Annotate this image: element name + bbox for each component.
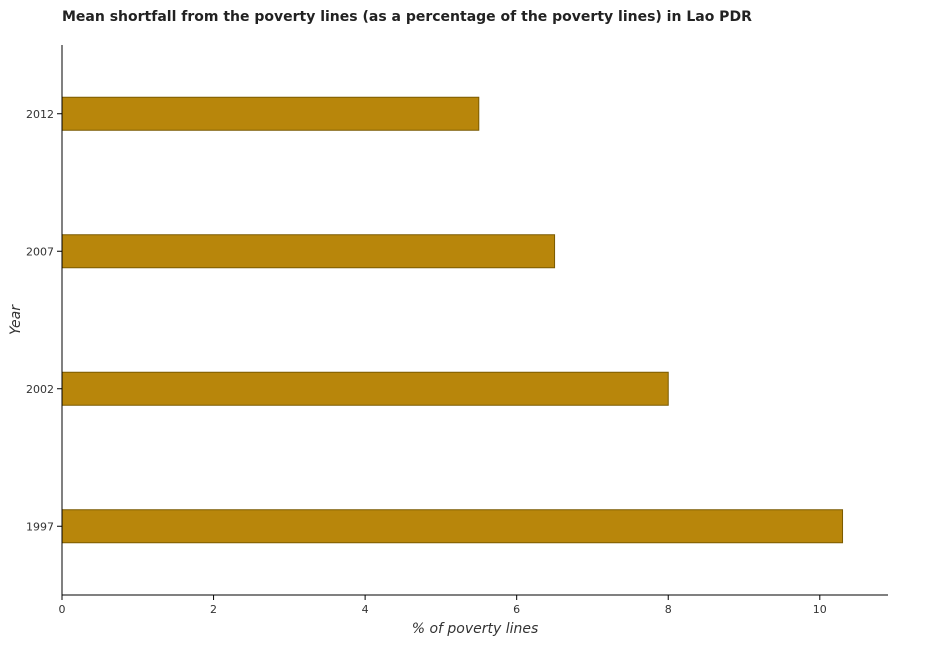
bar-2007 (61, 234, 556, 269)
y-tick-label-2007: 2007 (26, 245, 54, 258)
bar-1997 (61, 509, 844, 544)
y-axis-label: Year (8, 304, 24, 335)
x-tick-label-8: 8 (665, 603, 672, 616)
x-tick-label-10: 10 (813, 603, 827, 616)
y-tick-label-2012: 2012 (26, 108, 54, 121)
x-tick-label-4: 4 (362, 603, 369, 616)
y-tick-label-1997: 1997 (26, 520, 54, 533)
bar-2002 (61, 371, 669, 406)
x-tick-label-6: 6 (513, 603, 520, 616)
chart-title: Mean shortfall from the poverty lines (a… (62, 9, 752, 25)
x-tick-label-0: 0 (59, 603, 66, 616)
bar-2012 (61, 96, 480, 131)
axes-group: 1997 2002 2007 2012 0 2 4 6 8 10 (26, 45, 888, 616)
bars-group (61, 96, 844, 544)
x-tick-label-2: 2 (210, 603, 217, 616)
y-tick-label-2002: 2002 (26, 383, 54, 396)
x-axis-label: % of poverty lines (412, 621, 539, 637)
